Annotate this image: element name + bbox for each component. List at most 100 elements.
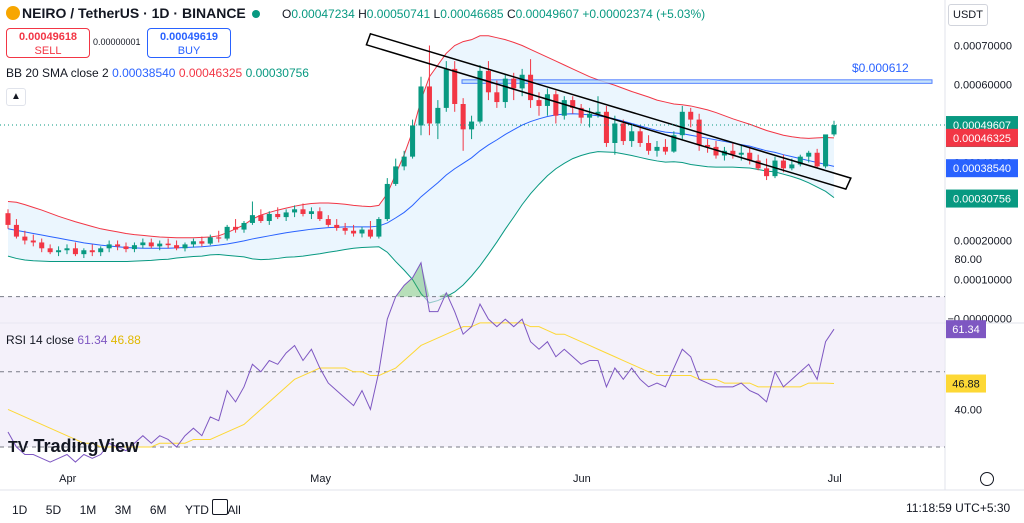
candle-body (553, 94, 559, 116)
collapse-chevron-icon[interactable]: ▲ (6, 88, 26, 106)
bb-title: BB 20 SMA close 2 (6, 66, 109, 80)
candle-body (216, 237, 222, 239)
rsi-tick-label: 80.00 (954, 254, 982, 266)
rsi-value-tag: 61.34 (952, 324, 980, 336)
candle-body (443, 68, 449, 108)
candle-body (148, 242, 154, 247)
candle-body (359, 229, 365, 234)
rsi-overbought-fill (395, 262, 455, 297)
bb-basis-tag-bg (946, 159, 1018, 178)
candle-body (806, 152, 812, 157)
rsi-tick-label: 40.00 (954, 404, 982, 416)
candle-body (241, 222, 247, 230)
candle-body (30, 240, 36, 243)
candle-body (511, 78, 517, 89)
candle-body (595, 111, 601, 114)
candle-body (789, 164, 795, 169)
timeframe-5d[interactable]: 5D (45, 503, 62, 517)
price-tick-label: 0.00060000 (954, 80, 1012, 92)
candle-body (662, 146, 668, 152)
candle-body (587, 113, 593, 118)
sell-price: 0.00049618 (18, 31, 78, 43)
symbol-title[interactable]: NEIRO / TetherUS · 1D · BINANCE (22, 5, 246, 21)
candle-body (637, 131, 643, 143)
candle-body (292, 209, 298, 213)
bb-lower-tag-bg (946, 189, 1018, 208)
candle-body (477, 70, 483, 122)
candle-body (738, 152, 744, 155)
candle-body (224, 226, 230, 239)
candle-body (764, 168, 770, 177)
candle-body (401, 156, 407, 167)
candle-body (89, 250, 95, 253)
candle-body (536, 100, 542, 106)
sell-button[interactable]: 0.00049618 SELL (6, 28, 90, 58)
timeframe-all[interactable]: All (227, 503, 241, 517)
candle-body (98, 248, 104, 253)
tradingview-logo-text: TradingView (33, 436, 140, 456)
price-tick-label: 0.00070000 (954, 41, 1012, 53)
candle-body (654, 146, 660, 151)
candle-body (207, 237, 213, 244)
rsi-ma-tag-bg (946, 374, 986, 393)
bb-basis-line (7, 113, 835, 249)
candle-body (452, 68, 458, 104)
buy-button[interactable]: 0.00049619 BUY (147, 28, 231, 58)
bb-lower-value: 0.00030756 (245, 66, 309, 80)
candle-body (679, 111, 685, 136)
candle-body (5, 213, 11, 225)
candle-body (797, 156, 803, 165)
candle-body (755, 160, 761, 169)
rsi-title: RSI 14 close (6, 333, 75, 347)
rsi-line (7, 261, 835, 463)
timeframe-3m[interactable]: 3M (114, 503, 132, 517)
time-tick-label: Apr (59, 473, 76, 485)
ohlc-readout: O0.00047234 H0.00050741 L0.00046685 C0.0… (282, 7, 706, 21)
candle-body (426, 86, 432, 124)
bb-upper-tag-bg (946, 128, 1018, 147)
candle-body (81, 250, 87, 255)
bb-band-fill (8, 35, 834, 303)
candle-body (561, 100, 567, 116)
timeframe-ytd[interactable]: YTD (184, 503, 209, 517)
candle-body (418, 86, 424, 126)
currency-selector[interactable]: USDT (948, 4, 988, 26)
candle-body (410, 125, 416, 157)
candle-body (47, 248, 53, 253)
timeframe-6m[interactable]: 6M (149, 503, 167, 517)
bb-basis-value: 0.00038540 (112, 66, 176, 80)
settings-gear-icon[interactable] (980, 472, 994, 486)
candle-body (831, 125, 837, 135)
bb-legend[interactable]: BB 20 SMA close 2 0.00038540 0.00046325 … (6, 66, 309, 80)
rsi-value-tag-bg (946, 320, 986, 339)
candle-body (528, 74, 534, 101)
candle-body (367, 229, 373, 237)
candle-body (190, 241, 196, 245)
candle-body (140, 242, 146, 246)
rsi-ma-value: 46.88 (110, 333, 141, 347)
candle-body (620, 123, 626, 142)
symbol-logo-icon (6, 6, 20, 20)
candle-body (123, 246, 129, 250)
candle-body (115, 244, 121, 247)
candle-body (131, 245, 137, 250)
rsi-legend[interactable]: RSI 14 close 61.34 46.88 (6, 333, 141, 347)
candle-body (182, 244, 188, 249)
timeframe-1d[interactable]: 1D (12, 503, 28, 517)
candle-body (688, 111, 694, 120)
candle-body (494, 92, 500, 103)
candle-body (612, 123, 618, 143)
candle-body (72, 248, 78, 255)
date-range-calendar-icon[interactable] (212, 499, 228, 515)
candle-body (351, 230, 357, 234)
candle-body (334, 224, 340, 229)
timeframe-1m[interactable]: 1M (79, 503, 97, 517)
candle-body (39, 242, 45, 249)
buy-price: 0.00049619 (159, 31, 219, 43)
bb-upper-tag: 0.00046325 (953, 133, 1011, 145)
clock[interactable]: 11:18:59 UTC+5:30 (906, 501, 1011, 515)
candle-body (519, 74, 525, 89)
candle-body (283, 212, 289, 218)
rsi-ma-tag: 46.88 (952, 379, 980, 391)
